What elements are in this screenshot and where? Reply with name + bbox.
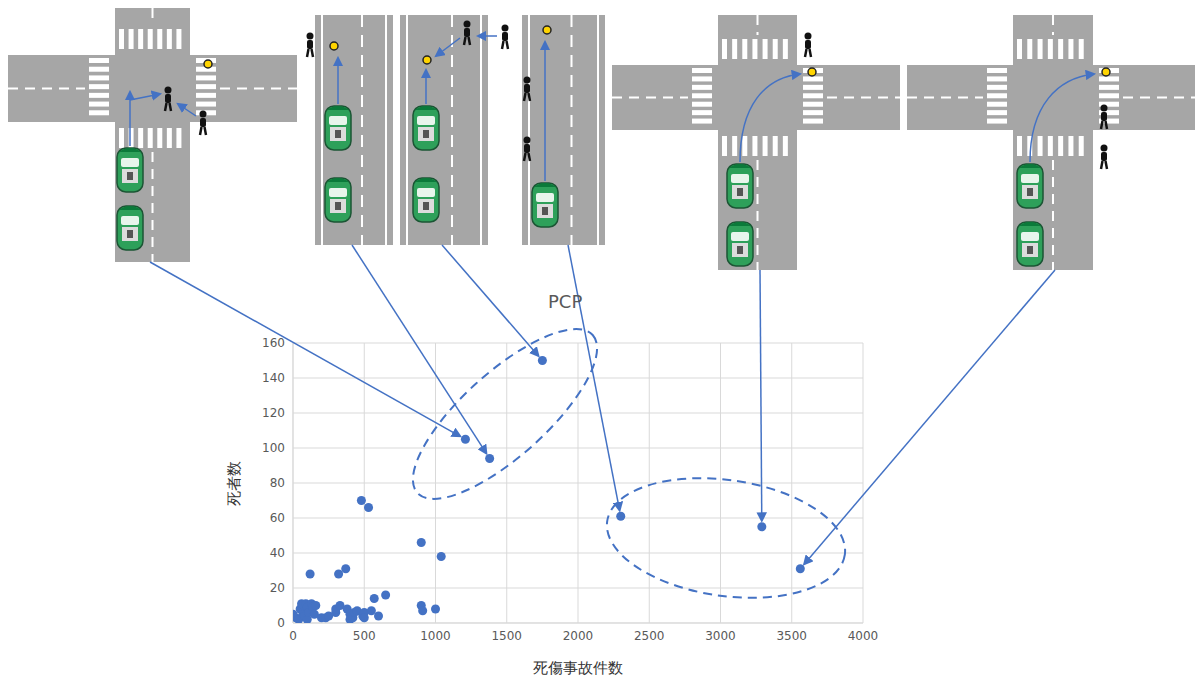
svg-text:100: 100 <box>262 441 285 455</box>
svg-text:0: 0 <box>277 616 285 630</box>
svg-text:40: 40 <box>270 546 285 560</box>
svg-text:160: 160 <box>262 336 285 350</box>
svg-text:60: 60 <box>270 511 285 525</box>
svg-text:死者数: 死者数 <box>225 461 243 506</box>
svg-text:4000: 4000 <box>848 629 879 643</box>
svg-text:140: 140 <box>262 371 285 385</box>
svg-text:PCP: PCP <box>548 291 582 312</box>
svg-text:3000: 3000 <box>705 629 736 643</box>
svg-text:1500: 1500 <box>491 629 522 643</box>
svg-text:0: 0 <box>289 629 297 643</box>
svg-text:3500: 3500 <box>776 629 807 643</box>
svg-text:2000: 2000 <box>563 629 594 643</box>
svg-text:80: 80 <box>270 476 285 490</box>
svg-text:2500: 2500 <box>634 629 665 643</box>
svg-text:死傷事故件数: 死傷事故件数 <box>533 659 623 677</box>
svg-text:1000: 1000 <box>420 629 451 643</box>
svg-text:500: 500 <box>353 629 376 643</box>
svg-text:20: 20 <box>270 581 285 595</box>
svg-text:120: 120 <box>262 406 285 420</box>
